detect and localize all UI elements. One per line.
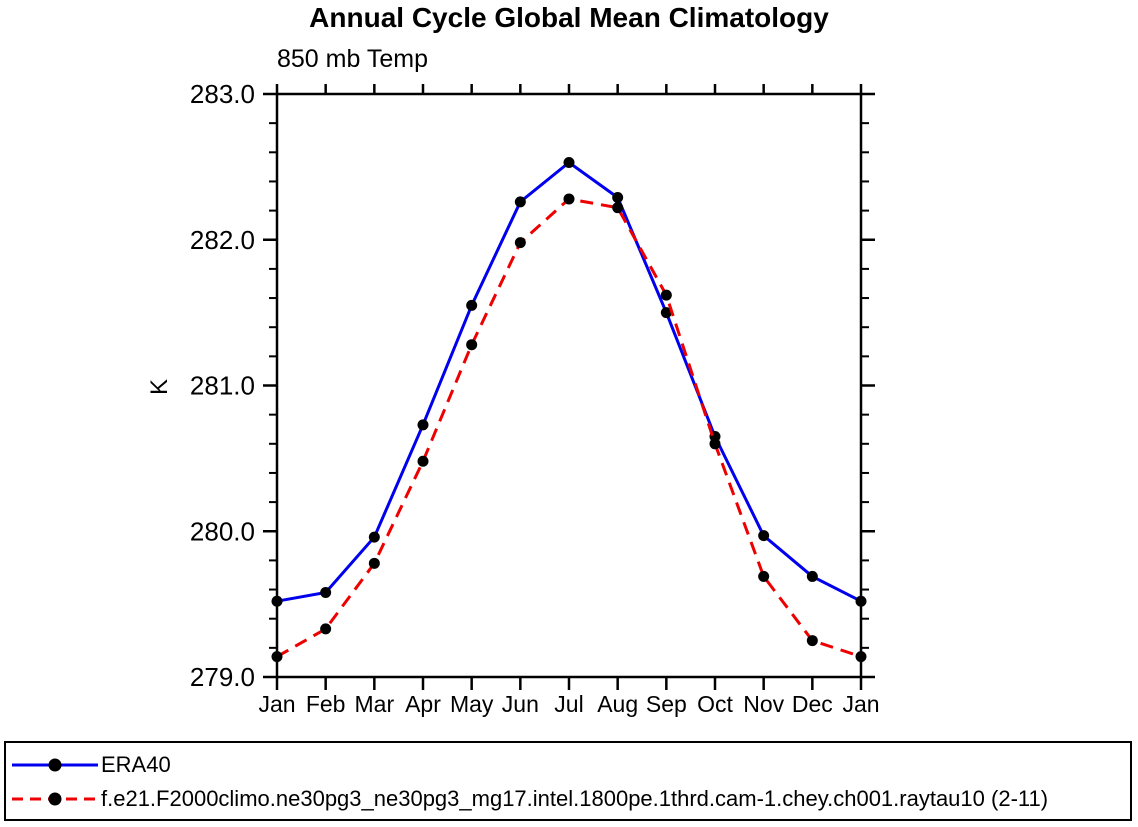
data-point-marker bbox=[466, 339, 478, 351]
y-tick-label: 283.0 bbox=[190, 79, 255, 109]
data-point-marker bbox=[660, 307, 672, 319]
x-tick-label: Mar bbox=[355, 691, 395, 717]
x-tick-label: Jul bbox=[554, 691, 583, 717]
x-tick-label: Jan bbox=[258, 691, 295, 717]
data-point-marker bbox=[320, 623, 332, 635]
data-point-marker bbox=[758, 530, 770, 542]
legend-box: ERA40 f.e21.F2000climo.ne30pg3_ne30pg3_m… bbox=[4, 741, 1132, 821]
data-point-marker bbox=[271, 651, 283, 663]
data-point-marker bbox=[563, 157, 575, 169]
legend-label-era40: ERA40 bbox=[101, 752, 171, 777]
data-point-marker bbox=[855, 651, 867, 663]
y-tick-label: 279.0 bbox=[190, 662, 255, 692]
data-point-marker bbox=[612, 191, 624, 203]
x-tick-label: Dec bbox=[792, 691, 833, 717]
data-point-marker bbox=[612, 202, 624, 214]
data-point-marker bbox=[417, 455, 429, 467]
x-tick-label: Feb bbox=[306, 691, 346, 717]
x-tick-label: Sep bbox=[646, 691, 687, 717]
chart-subtitle: 850 mb Temp bbox=[277, 45, 429, 73]
data-point-marker bbox=[368, 557, 380, 569]
chart-canvas: Jan Feb Mar Apr May Jun Jul Aug Sep Oct Nov Dec Jan2… bbox=[190, 79, 880, 717]
y-tick-label: 281.0 bbox=[190, 371, 255, 401]
series-line-era40 bbox=[276, 160, 862, 603]
data-point-marker bbox=[806, 570, 818, 582]
legend-label-model-run: f.e21.F2000climo.ne30pg3_ne30pg3_mg17.in… bbox=[101, 786, 1049, 811]
data-point-marker bbox=[709, 438, 721, 450]
y-tick-label: 280.0 bbox=[190, 516, 255, 546]
data-point-marker bbox=[758, 570, 770, 582]
x-tick-label: May bbox=[450, 691, 494, 717]
legend-entry-era40: ERA40 bbox=[10, 752, 171, 777]
data-point-marker bbox=[514, 196, 526, 208]
legend-line-dashed-icon bbox=[12, 792, 98, 806]
y-tick-label: 282.0 bbox=[190, 225, 255, 255]
data-point-marker bbox=[514, 237, 526, 249]
data-point-marker bbox=[320, 586, 332, 598]
data-point-marker bbox=[417, 419, 429, 431]
x-tick-label: Jun bbox=[502, 691, 539, 717]
x-tick-label: Jan bbox=[842, 691, 879, 717]
series-line-model bbox=[276, 197, 862, 659]
data-point-marker bbox=[855, 595, 867, 607]
x-tick-label: Nov bbox=[743, 691, 784, 717]
legend-entry-model-run: f.e21.F2000climo.ne30pg3_ne30pg3_mg17.in… bbox=[10, 786, 1049, 811]
chart-title: Annual Cycle Global Mean Climatology bbox=[309, 2, 829, 33]
x-tick-label: Aug bbox=[597, 691, 638, 717]
data-point-marker bbox=[563, 193, 575, 205]
data-point-marker bbox=[660, 289, 672, 301]
legend-line-solid-icon bbox=[12, 758, 98, 772]
data-point-marker bbox=[368, 531, 380, 543]
x-tick-label: Apr bbox=[405, 691, 441, 717]
x-tick-label: Oct bbox=[697, 691, 733, 717]
data-point-marker bbox=[806, 635, 818, 647]
data-point-marker bbox=[271, 595, 283, 607]
data-point-marker bbox=[466, 299, 478, 311]
